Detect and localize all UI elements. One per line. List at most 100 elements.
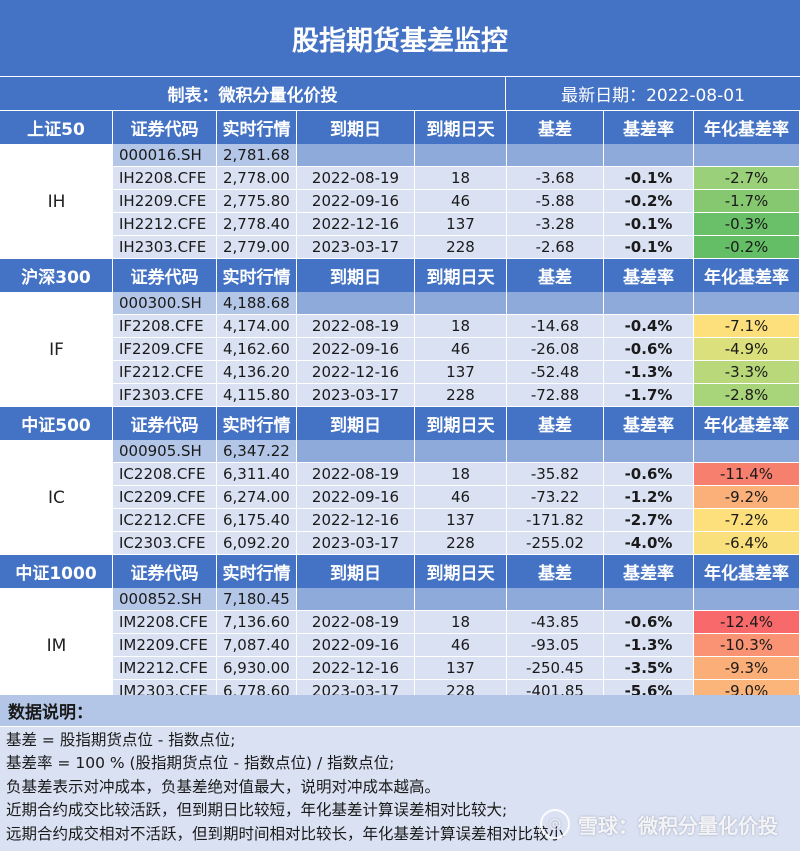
xueqiu-logo-icon: ◎ xyxy=(540,809,570,839)
contract-code: IC2303.CFE xyxy=(113,532,217,555)
column-header: 到期日天 xyxy=(415,407,507,440)
contract-code: IH2212.CFE xyxy=(113,213,217,236)
basis-value: -35.82 xyxy=(507,463,604,486)
column-header: 实时行情 xyxy=(217,555,297,588)
contract-code: IF2209.CFE xyxy=(113,338,217,361)
annualized-basis-rate: -4.9% xyxy=(694,338,800,361)
contract-code: IH2303.CFE xyxy=(113,236,217,259)
section-header: 沪深300 证券代码 实时行情 到期日 到期日天 基差 基差率 年化基差率 xyxy=(0,259,800,292)
column-header: 基差率 xyxy=(604,407,694,440)
expiry-date: 2022-08-19 xyxy=(297,463,415,486)
contract-price: 6,274.00 xyxy=(217,486,297,509)
table-row: IC2208.CFE 6,311.40 2022-08-19 18 -35.82 -0.6… xyxy=(113,463,800,486)
index-row: 000300.SH 4,188.68 xyxy=(113,292,800,315)
index-row: 000016.SH 2,781.68 xyxy=(113,144,800,167)
contract-code: IF2303.CFE xyxy=(113,384,217,407)
index-empty-cell xyxy=(297,144,415,167)
days-to-expiry: 137 xyxy=(415,361,507,384)
index-empty-cell xyxy=(604,292,694,315)
expiry-date: 2022-09-16 xyxy=(297,486,415,509)
annualized-basis-rate: -6.4% xyxy=(694,532,800,555)
basis-rate: -0.6% xyxy=(604,611,694,634)
data-notes: 数据说明： 基差 = 股指期货点位 - 指数点位; 基差率 = 100 % (股… xyxy=(0,695,800,851)
index-empty-cell xyxy=(415,144,507,167)
index-empty-cell xyxy=(694,440,800,463)
index-row: 000852.SH 7,180.45 xyxy=(113,588,800,611)
subtitle-bar: 制表：微积分量化价投 最新日期：2022-08-01 xyxy=(0,77,800,110)
index-price: 4,188.68 xyxy=(217,292,297,315)
index-empty-cell xyxy=(297,588,415,611)
contract-family-label: IM xyxy=(0,588,114,703)
contract-family-label: IC xyxy=(0,440,114,555)
days-to-expiry: 137 xyxy=(415,213,507,236)
column-header: 基差 xyxy=(507,259,604,292)
contract-price: 7,136.60 xyxy=(217,611,297,634)
column-header: 到期日 xyxy=(297,259,415,292)
basis-value: -93.05 xyxy=(507,634,604,657)
contract-code: IM2212.CFE xyxy=(113,657,217,680)
section-header: 中证1000 证券代码 实时行情 到期日 到期日天 基差 基差率 年化基差率 xyxy=(0,555,800,588)
notes-heading: 数据说明： xyxy=(0,695,800,727)
annualized-basis-rate: -11.4% xyxy=(694,463,800,486)
annualized-basis-rate: -10.3% xyxy=(694,634,800,657)
table-row: IC2209.CFE 6,274.00 2022-09-16 46 -73.22 -1.2… xyxy=(113,486,800,509)
table-row: IH2208.CFE 2,778.00 2022-08-19 18 -3.68 -0.1%… xyxy=(113,167,800,190)
index-code: 000016.SH xyxy=(113,144,217,167)
expiry-date: 2022-12-16 xyxy=(297,213,415,236)
index-empty-cell xyxy=(415,292,507,315)
index-code: 000905.SH xyxy=(113,440,217,463)
section-header: 中证500 证券代码 实时行情 到期日 到期日天 基差 基差率 年化基差率 xyxy=(0,407,800,440)
index-price: 2,781.68 xyxy=(217,144,297,167)
expiry-date: 2022-09-16 xyxy=(297,190,415,213)
annualized-basis-rate: -9.3% xyxy=(694,657,800,680)
table-row: IC2303.CFE 6,092.20 2023-03-17 228 -255.02 -4… xyxy=(113,532,800,555)
index-empty-cell xyxy=(604,144,694,167)
index-empty-cell xyxy=(297,440,415,463)
index-empty-cell xyxy=(604,440,694,463)
contract-price: 2,778.00 xyxy=(217,167,297,190)
column-header: 基差 xyxy=(507,407,604,440)
days-to-expiry: 228 xyxy=(415,384,507,407)
contract-price: 6,092.20 xyxy=(217,532,297,555)
expiry-date: 2022-12-16 xyxy=(297,657,415,680)
contract-price: 4,115.80 xyxy=(217,384,297,407)
column-header: 到期日 xyxy=(297,407,415,440)
expiry-date: 2022-08-19 xyxy=(297,167,415,190)
contract-code: IH2209.CFE xyxy=(113,190,217,213)
basis-value: -2.68 xyxy=(507,236,604,259)
column-header: 年化基差率 xyxy=(694,259,800,292)
basis-rate: -1.2% xyxy=(604,486,694,509)
index-empty-cell xyxy=(604,588,694,611)
contract-price: 7,087.40 xyxy=(217,634,297,657)
days-to-expiry: 18 xyxy=(415,167,507,190)
expiry-date: 2023-03-17 xyxy=(297,384,415,407)
days-to-expiry: 46 xyxy=(415,634,507,657)
basis-value: -255.02 xyxy=(507,532,604,555)
annualized-basis-rate: -1.7% xyxy=(694,190,800,213)
column-header: 基差率 xyxy=(604,259,694,292)
table-row: IF2212.CFE 4,136.20 2022-12-16 137 -52.48 -1.… xyxy=(113,361,800,384)
days-to-expiry: 18 xyxy=(415,611,507,634)
table-row: IH2303.CFE 2,779.00 2023-03-17 228 -2.68 -0.1… xyxy=(113,236,800,259)
contract-code: IF2212.CFE xyxy=(113,361,217,384)
note-line: 远期合约成交相对不活跃，但到期时间相对比较长，年化基差计算误差相对比较小 xyxy=(6,824,565,843)
column-header: 到期日天 xyxy=(415,111,507,144)
basis-rate: -0.1% xyxy=(604,167,694,190)
note-line: 基差率 = 100 % (股指期货点位 - 指数点位) / 指数点位; xyxy=(6,754,395,773)
index-price: 7,180.45 xyxy=(217,588,297,611)
expiry-date: 2023-03-17 xyxy=(297,236,415,259)
column-header: 基差率 xyxy=(604,555,694,588)
table-row: IC2212.CFE 6,175.40 2022-12-16 137 -171.82 -2… xyxy=(113,509,800,532)
contract-price: 2,779.00 xyxy=(217,236,297,259)
basis-value: -14.68 xyxy=(507,315,604,338)
contract-price: 6,930.00 xyxy=(217,657,297,680)
column-header: 到期日 xyxy=(297,555,415,588)
basis-value: -72.88 xyxy=(507,384,604,407)
index-code: 000300.SH xyxy=(113,292,217,315)
basis-value: -43.85 xyxy=(507,611,604,634)
basis-rate: -3.5% xyxy=(604,657,694,680)
basis-rate: -1.3% xyxy=(604,634,694,657)
index-empty-cell xyxy=(297,292,415,315)
contract-family-label: IH xyxy=(0,144,114,259)
annualized-basis-rate: -0.3% xyxy=(694,213,800,236)
